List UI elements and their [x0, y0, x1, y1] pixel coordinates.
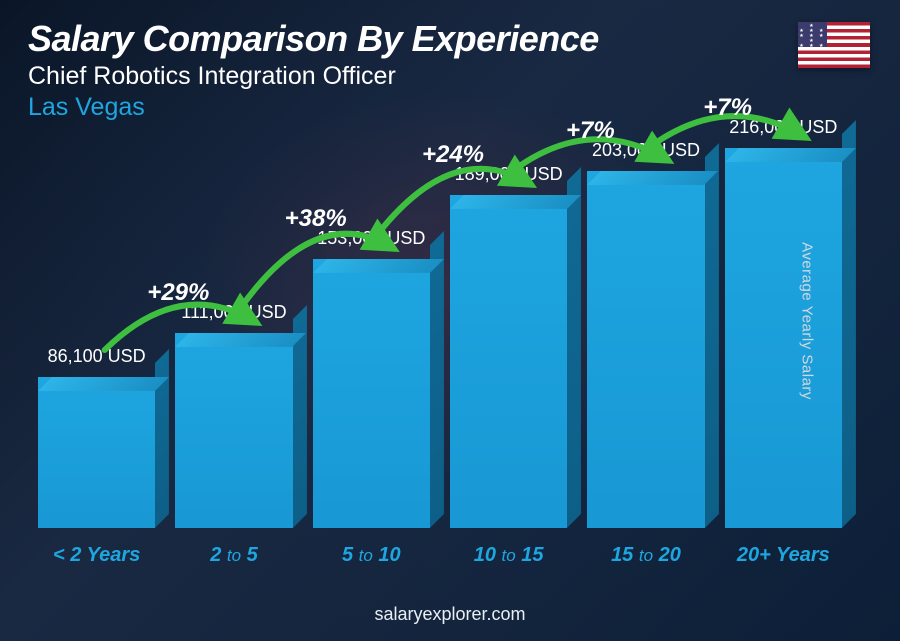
bar-category-label: 20+ Years	[737, 544, 830, 567]
flag-canton: ★ ★ ★ ★★ ★ ★★ ★ ★ ★★ ★ ★	[798, 22, 827, 47]
page-title: Salary Comparison By Experience	[28, 18, 872, 60]
bar-front-face	[587, 171, 704, 528]
bar-side-face	[430, 231, 444, 528]
flag-usa-icon: ★ ★ ★ ★★ ★ ★★ ★ ★ ★★ ★ ★	[798, 22, 870, 68]
bar	[313, 259, 430, 528]
bar-front-face	[38, 377, 155, 528]
bar-category-label: 2 to 5	[210, 544, 258, 567]
flag-stars: ★ ★ ★ ★★ ★ ★★ ★ ★ ★★ ★ ★	[798, 22, 827, 47]
bar-group: 153,000 USD 5 to 10	[313, 228, 430, 567]
bar-value-label: 203,000 USD	[592, 140, 700, 161]
bar-top-face	[313, 259, 444, 273]
bar-category-label: 5 to 10	[342, 544, 401, 567]
bar-category-label: 15 to 20	[611, 544, 681, 567]
bar-front-face	[313, 259, 430, 528]
bar-top-face	[175, 333, 306, 347]
bar-top-face	[450, 195, 581, 209]
bar-value-label: 153,000 USD	[317, 228, 425, 249]
bar	[175, 333, 292, 528]
bar-side-face	[567, 167, 581, 528]
page-subtitle: Chief Robotics Integration Officer	[28, 62, 872, 91]
bar-category-label: 10 to 15	[474, 544, 544, 567]
y-axis-label: Average Yearly Salary	[799, 242, 816, 400]
bar-top-face	[725, 148, 856, 162]
bar-front-face	[450, 195, 567, 528]
header: Salary Comparison By Experience Chief Ro…	[28, 18, 872, 122]
bar-top-face	[38, 377, 169, 391]
bar-group: 111,000 USD 2 to 5	[175, 302, 292, 567]
bar-top-face	[587, 171, 718, 185]
bar-group: 86,100 USD < 2 Years	[38, 346, 155, 567]
bar-value-label: 111,000 USD	[181, 302, 286, 323]
flag-stripes: ★ ★ ★ ★★ ★ ★★ ★ ★ ★★ ★ ★	[798, 22, 870, 68]
bar-side-face	[155, 349, 169, 528]
bar-group: 203,000 USD 15 to 20	[587, 140, 704, 567]
bar-front-face	[175, 333, 292, 528]
bar	[587, 171, 704, 528]
bar	[450, 195, 567, 528]
bar-value-label: 216,000 USD	[729, 117, 837, 138]
bar	[725, 148, 842, 528]
bar-category-label: < 2 Years	[53, 544, 140, 567]
bar-group: 189,000 USD 10 to 15	[450, 164, 567, 567]
bar-value-label: 86,100 USD	[48, 346, 146, 367]
bar-front-face	[725, 148, 842, 528]
bar-value-label: 189,000 USD	[455, 164, 563, 185]
salary-bar-chart: 86,100 USD < 2 Years 111,000 USD 2 to 5 153,…	[38, 137, 842, 567]
bar-group: 216,000 USD 20+ Years	[725, 117, 842, 567]
bar	[38, 377, 155, 528]
footer-attribution: salaryexplorer.com	[0, 604, 900, 625]
bar-side-face	[842, 120, 856, 528]
bar-side-face	[705, 143, 719, 528]
